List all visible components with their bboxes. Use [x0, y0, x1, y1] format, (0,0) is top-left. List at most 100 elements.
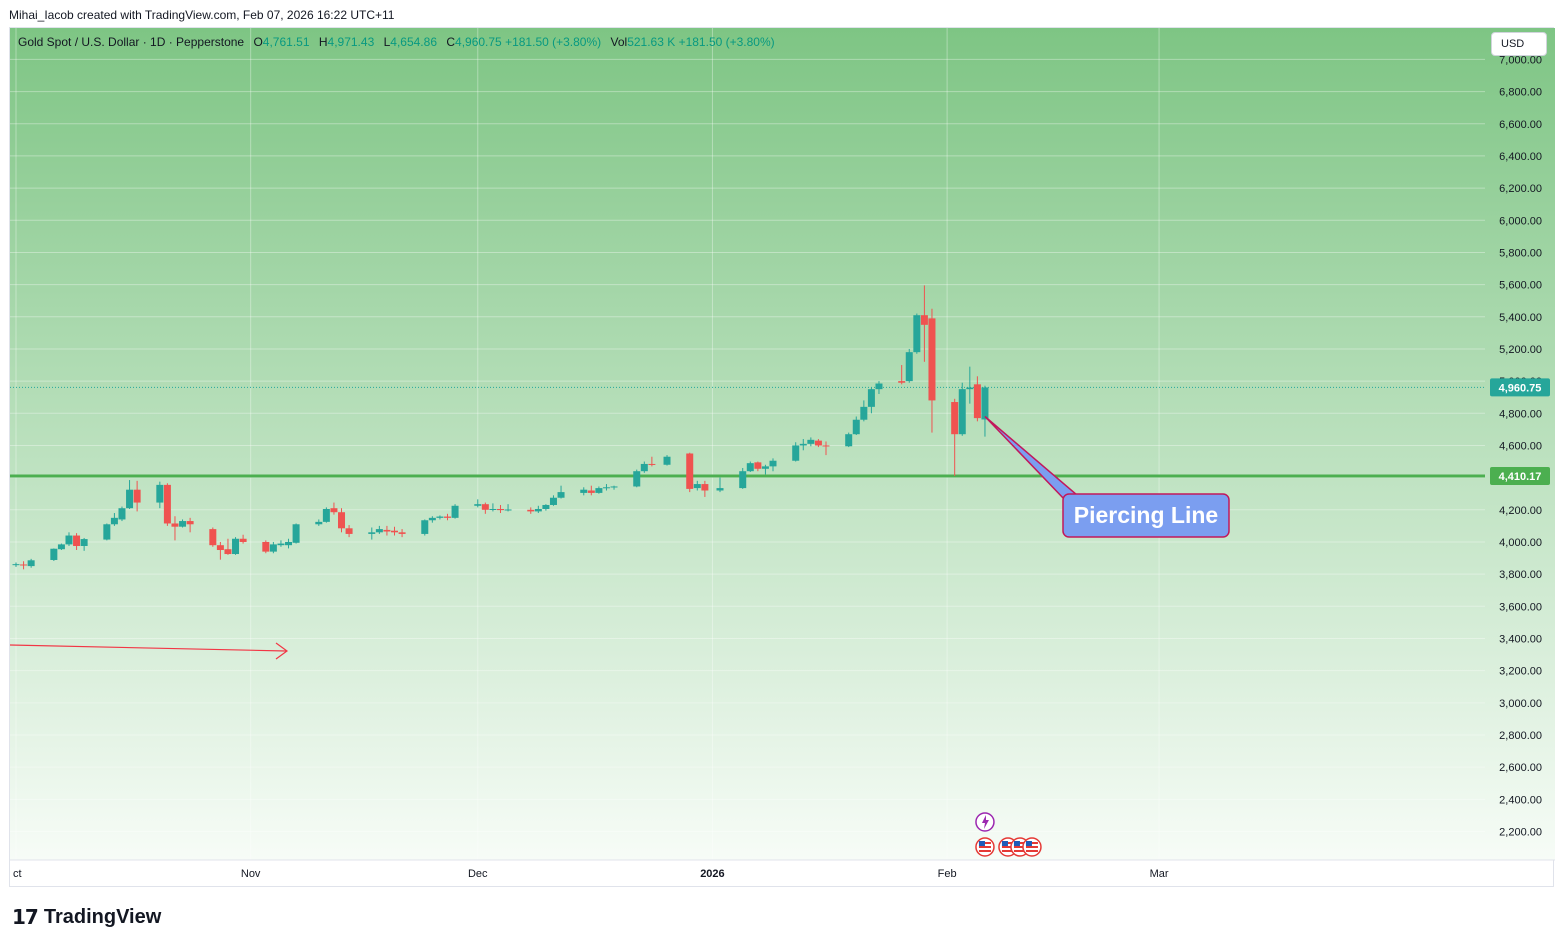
chart-credit: Mihai_Iacob created with TradingView.com…: [9, 8, 395, 22]
candle-body: [209, 529, 217, 546]
candle: [239, 534, 247, 544]
candle: [595, 486, 603, 494]
candle: [277, 540, 285, 547]
candle-body: [973, 384, 981, 419]
y-tick-label: 6,600.00: [1499, 119, 1542, 131]
candle: [602, 484, 610, 491]
candle: [640, 461, 648, 473]
x-tick-label: Nov: [241, 868, 261, 880]
candle: [489, 503, 497, 512]
candle-body: [958, 389, 966, 435]
candle-body: [345, 528, 353, 534]
candle-body: [527, 509, 535, 512]
candle-body: [50, 548, 58, 560]
y-tick-label: 3,000.00: [1499, 698, 1542, 710]
price-axis-label: 4,410.17: [1499, 471, 1542, 483]
y-tick-label: 5,800.00: [1499, 247, 1542, 259]
candle: [799, 439, 807, 451]
candle-body: [633, 471, 641, 487]
chart-frame[interactable]: 2,200.00 2,400.00 2,600.00 2,800.00 3,000.00…: [9, 27, 1555, 888]
candle: [958, 382, 966, 436]
legend-open-label: O: [253, 35, 263, 49]
y-tick-label: 3,400.00: [1499, 633, 1542, 645]
candle-body: [602, 487, 610, 489]
candle: [383, 525, 391, 536]
candle-body: [57, 544, 65, 550]
flag-canton: [1001, 841, 1008, 846]
legend-close-label: C: [446, 35, 456, 49]
candle-body: [118, 508, 126, 520]
candle: [496, 504, 504, 514]
y-tick-label: 5,200.00: [1499, 344, 1542, 356]
candle: [262, 540, 270, 554]
y-tick-label: 6,000.00: [1499, 215, 1542, 227]
candle-body: [920, 315, 928, 325]
candle: [822, 441, 830, 456]
candle-body: [898, 381, 906, 383]
flag-stripe: [978, 850, 991, 852]
flag-canton: [1013, 841, 1020, 846]
candle-body: [739, 471, 747, 489]
y-tick-label: 2,400.00: [1499, 794, 1542, 806]
flag-stripe: [1013, 846, 1026, 848]
candle: [421, 519, 429, 536]
tradingview-logo[interactable]: 17 TradingView: [12, 905, 161, 929]
candle-body: [398, 532, 406, 534]
candle-body: [580, 489, 588, 493]
candle: [292, 523, 300, 544]
candle: [474, 499, 482, 508]
candle: [814, 439, 822, 448]
candle-body: [746, 463, 754, 472]
candle-body: [436, 516, 444, 518]
candle: [171, 516, 179, 541]
candle: [269, 541, 277, 554]
y-tick-label: 3,800.00: [1499, 569, 1542, 581]
candle-body: [951, 402, 959, 435]
legend-open: 4,761.51: [262, 35, 310, 49]
candle-body: [542, 504, 550, 509]
candle-body: [443, 516, 451, 518]
candle-body: [474, 504, 482, 506]
candle-body: [610, 486, 618, 488]
candle-body: [163, 484, 171, 524]
candle: [746, 461, 754, 473]
ohlc-legend: Gold Spot / U.S. Dollar · 1D · Peppersto…: [18, 35, 775, 49]
candle: [610, 485, 618, 490]
legend-close: 4,960.75: [455, 35, 502, 49]
price-chart[interactable]: 2,200.00 2,400.00 2,600.00 2,800.00 3,000.00…: [10, 28, 1555, 888]
candle: [224, 538, 232, 555]
tradingview-wordmark: TradingView: [43, 905, 162, 928]
candle: [73, 533, 81, 551]
candle-body: [315, 521, 323, 525]
candle-body: [103, 524, 111, 540]
candle-body: [966, 387, 974, 390]
candle: [580, 487, 588, 496]
candle-body: [549, 497, 557, 505]
candle: [368, 527, 376, 540]
candle-body: [504, 509, 512, 511]
annotation-box: [1062, 493, 1230, 538]
candle-body: [852, 419, 860, 435]
candle-body: [171, 523, 179, 527]
candle: [103, 523, 111, 541]
us-flag-event-icon: [975, 837, 995, 857]
y-tick-label: 3,600.00: [1499, 601, 1542, 613]
candle-body: [686, 453, 694, 489]
candle: [648, 456, 656, 467]
candle: [845, 432, 853, 448]
candle: [285, 538, 293, 549]
legend-low: 4,654.86: [390, 35, 437, 49]
candle: [57, 543, 65, 551]
legend-symbol[interactable]: Gold Spot / U.S. Dollar · 1D · Peppersto…: [18, 35, 245, 49]
currency-button[interactable]: USD: [1491, 32, 1547, 56]
x-tick-label: ct: [13, 868, 22, 880]
candle: [126, 480, 134, 509]
candle-body: [845, 434, 853, 447]
tradingview-logo-icon: 17: [12, 905, 39, 929]
candle-body: [663, 456, 671, 465]
x-tick-label: 2026: [700, 868, 724, 880]
candle: [686, 452, 694, 493]
candle-body: [875, 383, 883, 390]
candle: [633, 469, 641, 488]
flag-canton: [1025, 841, 1032, 846]
